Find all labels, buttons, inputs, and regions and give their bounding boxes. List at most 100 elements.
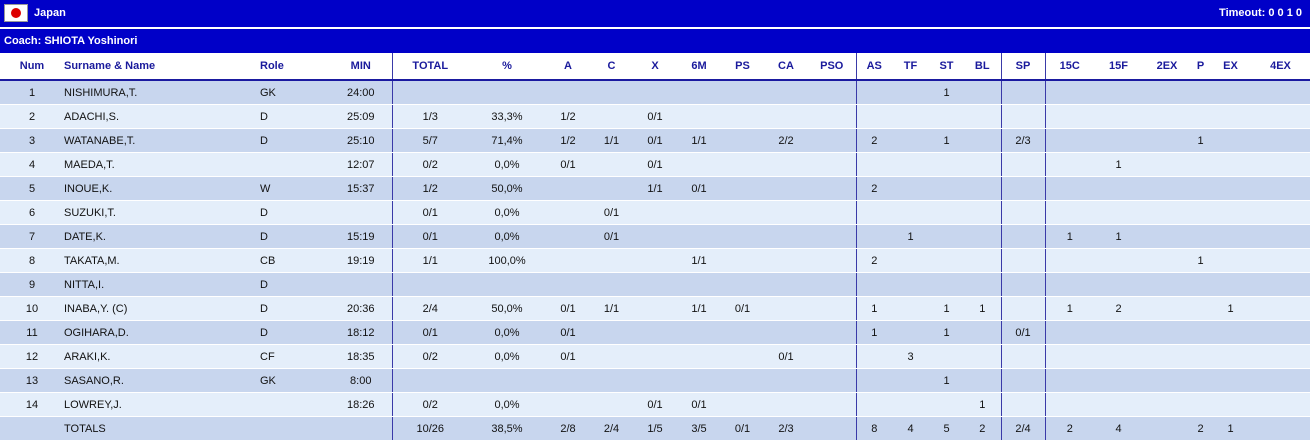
table-cell: MAEDA,T. bbox=[64, 152, 260, 177]
table-cell: 6 bbox=[0, 200, 64, 225]
table-row: 5 INOUE,K. W 15:37 1/2 50,0% 1/1 0/1 2 bbox=[0, 176, 1310, 201]
table-cell bbox=[1210, 344, 1251, 369]
table-cell bbox=[1094, 392, 1143, 417]
table-cell: 2/4 bbox=[391, 296, 468, 321]
table-cell bbox=[892, 248, 929, 273]
table-cell bbox=[1094, 80, 1143, 105]
table-cell bbox=[1000, 296, 1045, 321]
table-cell: 0,0% bbox=[468, 224, 546, 249]
table-cell bbox=[1094, 176, 1143, 201]
table-cell: 1 bbox=[892, 224, 929, 249]
table-cell bbox=[1210, 392, 1251, 417]
totals-cell: 2/4 bbox=[1000, 416, 1045, 441]
table-cell bbox=[855, 104, 892, 129]
table-cell: 25:09 bbox=[330, 104, 392, 129]
table-cell: 8 bbox=[0, 248, 64, 273]
totals-cell bbox=[808, 416, 856, 441]
table-cell: 0/1 bbox=[546, 344, 590, 369]
table-cell bbox=[590, 272, 633, 297]
table-cell bbox=[1210, 224, 1251, 249]
table-cell bbox=[808, 200, 856, 225]
table-cell bbox=[892, 200, 929, 225]
table-cell: TAKATA,M. bbox=[64, 248, 260, 273]
table-cell: 0/2 bbox=[391, 152, 468, 177]
table-cell: GK bbox=[260, 80, 330, 105]
table-cell: INABA,Y. (C) bbox=[64, 296, 260, 321]
table-cell: 12:07 bbox=[330, 152, 392, 177]
table-cell bbox=[1143, 176, 1191, 201]
table-cell bbox=[1251, 344, 1310, 369]
table-cell bbox=[929, 152, 964, 177]
table-cell: 1 bbox=[855, 320, 892, 345]
table-cell: 1/1 bbox=[677, 248, 721, 273]
table-cell: 20:36 bbox=[330, 296, 392, 321]
table-cell bbox=[546, 248, 590, 273]
table-cell bbox=[1251, 176, 1310, 201]
table-cell: D bbox=[260, 224, 330, 249]
table-cell bbox=[1094, 104, 1143, 129]
table-cell bbox=[1191, 80, 1210, 105]
totals-row: TOTALS 10/26 38,5% 2/8 2/4 1/5 3/5 0/1 2/3 8 4 5 2 2/… bbox=[0, 416, 1310, 441]
table-cell: 1 bbox=[929, 296, 964, 321]
table-cell: 1/1 bbox=[590, 296, 633, 321]
table-cell: 1 bbox=[1191, 128, 1210, 153]
table-row: 2 ADACHI,S. D 25:09 1/3 33,3% 1/2 0/1 bbox=[0, 104, 1310, 129]
table-cell bbox=[1094, 128, 1143, 153]
table-cell bbox=[1251, 80, 1310, 105]
table-cell bbox=[1000, 152, 1045, 177]
japan-flag-icon bbox=[4, 4, 28, 22]
table-cell bbox=[677, 320, 721, 345]
col-header-3: MIN bbox=[330, 53, 392, 81]
totals-cell: 3/5 bbox=[677, 416, 721, 441]
table-cell bbox=[964, 320, 1001, 345]
table-cell bbox=[677, 200, 721, 225]
totals-cell: 4 bbox=[892, 416, 929, 441]
table-cell: 10 bbox=[0, 296, 64, 321]
table-cell bbox=[1251, 368, 1310, 393]
totals-cell: 4 bbox=[1094, 416, 1143, 441]
col-header-19: 15F bbox=[1094, 53, 1143, 81]
table-cell bbox=[721, 392, 764, 417]
table-cell: 1 bbox=[1044, 224, 1094, 249]
table-cell bbox=[633, 224, 677, 249]
table-cell bbox=[929, 248, 964, 273]
table-cell bbox=[1210, 152, 1251, 177]
table-cell bbox=[721, 248, 764, 273]
table-cell: 1 bbox=[1191, 248, 1210, 273]
table-cell bbox=[1251, 152, 1310, 177]
table-cell bbox=[1000, 200, 1045, 225]
table-cell: 0/1 bbox=[721, 296, 764, 321]
table-cell bbox=[1210, 320, 1251, 345]
table-cell bbox=[677, 344, 721, 369]
table-cell bbox=[1000, 248, 1045, 273]
table-cell bbox=[764, 392, 808, 417]
table-cell bbox=[1143, 344, 1191, 369]
table-cell bbox=[1191, 368, 1210, 393]
totals-cell: 2 bbox=[1191, 416, 1210, 441]
table-cell bbox=[1251, 200, 1310, 225]
table-cell: 0,0% bbox=[468, 320, 546, 345]
col-header-6: A bbox=[546, 53, 590, 81]
table-cell: 1 bbox=[0, 80, 64, 105]
team-name: Japan bbox=[34, 7, 66, 19]
col-header-20: 2EX bbox=[1143, 53, 1191, 81]
table-cell bbox=[590, 248, 633, 273]
table-cell: 0,0% bbox=[468, 152, 546, 177]
table-cell bbox=[677, 152, 721, 177]
table-cell bbox=[1191, 104, 1210, 129]
table-cell bbox=[892, 152, 929, 177]
table-cell bbox=[1044, 320, 1094, 345]
table-cell: 0/1 bbox=[633, 152, 677, 177]
table-cell bbox=[855, 200, 892, 225]
table-cell bbox=[330, 200, 392, 225]
totals-cell: 2/4 bbox=[590, 416, 633, 441]
col-header-9: 6M bbox=[677, 53, 721, 81]
table-cell: WATANABE,T. bbox=[64, 128, 260, 153]
table-cell: ADACHI,S. bbox=[64, 104, 260, 129]
table-cell: ARAKI,K. bbox=[64, 344, 260, 369]
table-cell bbox=[929, 344, 964, 369]
totals-cell: TOTALS bbox=[64, 416, 260, 441]
totals-cell: 2/8 bbox=[546, 416, 590, 441]
table-cell bbox=[964, 248, 1001, 273]
table-cell bbox=[808, 80, 856, 105]
